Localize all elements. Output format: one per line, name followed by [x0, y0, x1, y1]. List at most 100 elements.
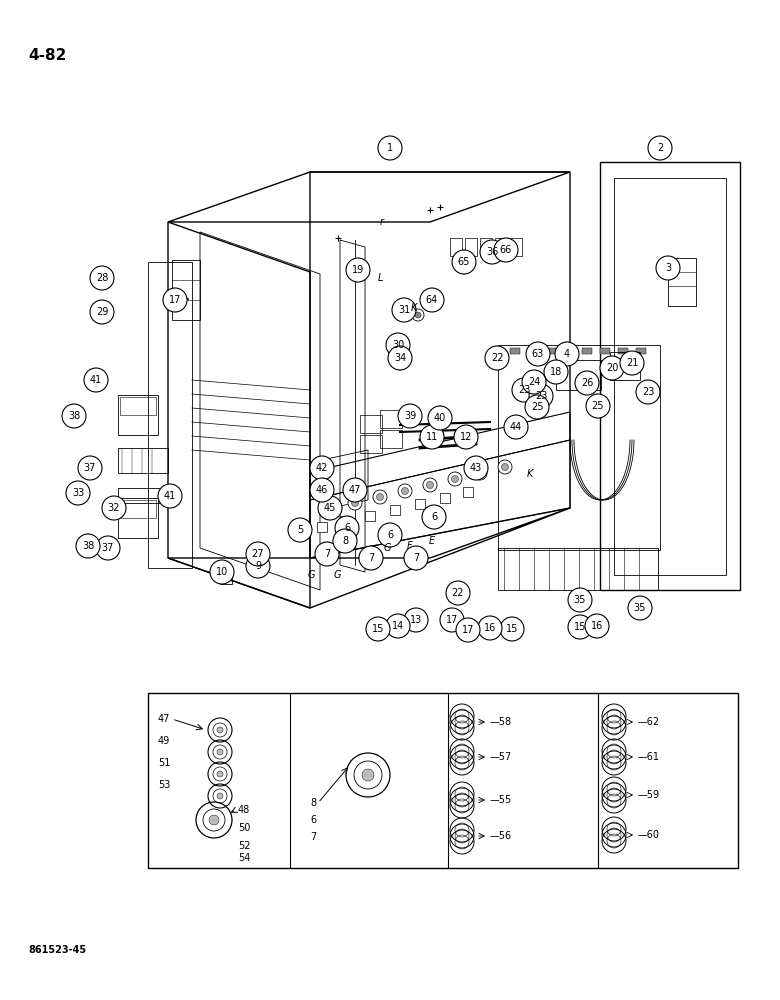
Circle shape — [210, 560, 234, 584]
Bar — [668, 258, 696, 306]
Text: 29: 29 — [96, 307, 108, 317]
Circle shape — [502, 464, 509, 471]
Text: 35: 35 — [574, 595, 587, 605]
Circle shape — [600, 356, 624, 380]
Bar — [610, 352, 640, 380]
Circle shape — [620, 351, 644, 375]
Text: 53: 53 — [158, 780, 170, 790]
Circle shape — [310, 478, 334, 502]
Circle shape — [568, 615, 592, 639]
Bar — [118, 488, 168, 503]
Circle shape — [529, 384, 553, 408]
Text: 15: 15 — [574, 622, 587, 632]
Circle shape — [366, 617, 390, 641]
Circle shape — [352, 499, 359, 506]
Circle shape — [386, 333, 410, 357]
Bar — [510, 348, 520, 354]
Text: L: L — [378, 273, 383, 283]
Bar — [582, 348, 592, 354]
Text: 17: 17 — [168, 295, 181, 305]
Text: G: G — [383, 543, 391, 553]
Text: 26: 26 — [581, 378, 593, 388]
Circle shape — [90, 300, 114, 324]
Text: r: r — [380, 217, 384, 227]
Circle shape — [586, 394, 610, 418]
Circle shape — [422, 505, 446, 529]
Bar — [360, 435, 382, 453]
Text: 37: 37 — [102, 543, 114, 553]
Circle shape — [478, 616, 502, 640]
Circle shape — [90, 266, 114, 290]
Circle shape — [485, 346, 509, 370]
Circle shape — [477, 470, 484, 477]
Text: —55: —55 — [490, 795, 512, 805]
Text: 23: 23 — [518, 385, 530, 395]
Text: 7: 7 — [413, 553, 419, 563]
Bar — [120, 397, 156, 415]
Circle shape — [452, 476, 459, 483]
Circle shape — [354, 761, 382, 789]
Bar — [148, 693, 738, 868]
Text: 21: 21 — [626, 358, 638, 368]
Text: 861523-45: 861523-45 — [28, 945, 86, 955]
Text: 7: 7 — [324, 549, 330, 559]
Circle shape — [480, 240, 504, 264]
Circle shape — [420, 288, 444, 312]
Circle shape — [512, 378, 536, 402]
Text: 32: 32 — [108, 503, 120, 513]
Text: 8: 8 — [310, 798, 316, 808]
Circle shape — [335, 516, 359, 540]
Circle shape — [386, 614, 410, 638]
Circle shape — [498, 460, 512, 474]
Circle shape — [575, 371, 599, 395]
Text: 43: 43 — [470, 463, 482, 473]
Text: 25: 25 — [530, 402, 543, 412]
Circle shape — [217, 749, 223, 755]
Circle shape — [398, 484, 412, 498]
Circle shape — [404, 608, 428, 632]
Bar — [415, 499, 425, 509]
Circle shape — [464, 456, 488, 480]
Circle shape — [504, 415, 528, 439]
Circle shape — [473, 466, 487, 480]
Bar — [317, 522, 327, 532]
Text: 44: 44 — [510, 422, 522, 432]
Circle shape — [359, 546, 383, 570]
Text: 17: 17 — [446, 615, 458, 625]
Text: 48: 48 — [238, 805, 250, 815]
Circle shape — [544, 360, 568, 384]
Text: 35: 35 — [634, 603, 646, 613]
Circle shape — [158, 484, 182, 508]
Text: 66: 66 — [500, 245, 512, 255]
Circle shape — [66, 481, 90, 505]
Bar — [172, 260, 200, 320]
Text: 65: 65 — [458, 257, 470, 267]
Circle shape — [494, 238, 518, 262]
Circle shape — [420, 425, 444, 449]
Text: 15: 15 — [372, 624, 385, 634]
Text: 41: 41 — [90, 375, 102, 385]
Circle shape — [585, 614, 609, 638]
Text: 36: 36 — [486, 247, 498, 257]
Text: 45: 45 — [324, 503, 336, 513]
Circle shape — [452, 250, 476, 274]
Circle shape — [209, 815, 219, 825]
Circle shape — [440, 608, 464, 632]
Text: 6: 6 — [431, 512, 437, 522]
Text: —59: —59 — [638, 790, 660, 800]
Text: 10: 10 — [216, 567, 228, 577]
Text: 31: 31 — [398, 305, 410, 315]
Circle shape — [636, 380, 660, 404]
Circle shape — [500, 617, 524, 641]
Text: 12: 12 — [460, 432, 472, 442]
Circle shape — [404, 546, 428, 570]
Circle shape — [102, 496, 126, 520]
Text: 38: 38 — [68, 411, 80, 421]
Circle shape — [402, 488, 409, 494]
Circle shape — [392, 337, 408, 353]
Text: 11: 11 — [426, 432, 438, 442]
Circle shape — [522, 370, 546, 394]
Circle shape — [246, 554, 270, 578]
Text: 23: 23 — [642, 387, 654, 397]
Text: 7: 7 — [368, 553, 374, 563]
